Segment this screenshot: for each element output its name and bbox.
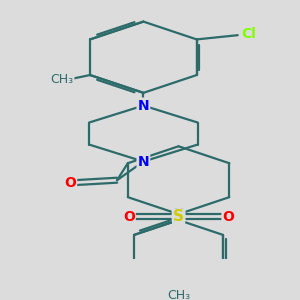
Text: O: O: [64, 176, 76, 190]
Text: CH₃: CH₃: [51, 73, 74, 86]
Text: N: N: [138, 154, 149, 169]
Text: O: O: [123, 210, 135, 224]
Text: Cl: Cl: [242, 27, 256, 41]
Text: N: N: [173, 207, 184, 221]
Text: N: N: [138, 99, 149, 112]
Text: CH₃: CH₃: [167, 290, 190, 300]
Text: S: S: [173, 209, 184, 224]
Text: O: O: [223, 210, 234, 224]
